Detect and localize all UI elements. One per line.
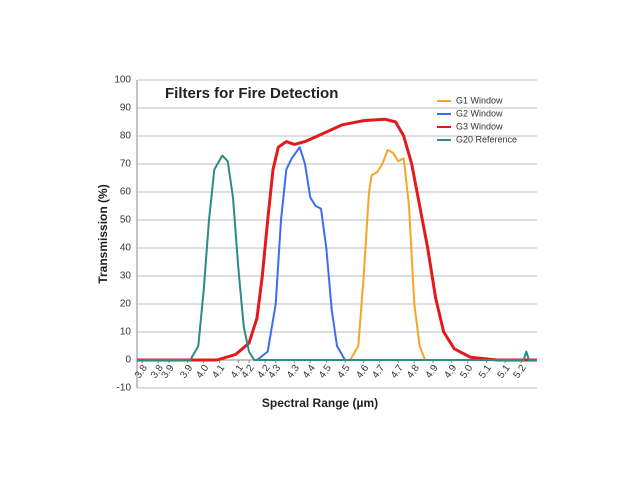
x-tick-label: 5.1 [477,363,494,381]
x-tick-label: 5.1 [496,363,513,381]
y-tick-label: 30 [120,271,132,282]
y-tick-label: 100 [114,75,131,86]
y-tick-label: 50 [120,215,132,226]
y-tick-label: 90 [120,103,132,114]
y-axis-title: Transmission (%) [96,184,110,283]
chart-title: Filters for Fire Detection [165,85,338,102]
x-tick-label: 4.8 [405,363,422,381]
x-tick-label: 4.4 [301,363,318,381]
x-tick-label: 4.7 [370,363,387,381]
legend-label: G1 Window [456,95,503,105]
y-tick-label: 40 [120,243,132,254]
x-tick-label: 4.3 [266,363,283,381]
x-tick-label: 4.5 [317,363,334,381]
series-line [349,149,426,361]
x-tick-label: 4.1 [210,363,227,381]
y-tick-label: 20 [120,299,132,310]
series-line [137,154,537,361]
legend-label: G20 Reference [456,134,517,144]
x-tick-label: 3.9 [178,363,195,381]
x-tick-label: 5.2 [512,363,529,381]
series-line [137,117,537,362]
legend-label: G3 Window [456,121,503,131]
y-tick-label: 0 [125,355,131,366]
x-tick-label: 4.2 [240,363,257,381]
y-tick-label: 80 [120,131,132,142]
x-tick-label: 4.6 [354,363,371,381]
y-tick-label: -10 [117,383,132,394]
x-tick-label: 4.5 [336,363,353,381]
y-tick-label: 70 [120,159,132,170]
x-tick-label: 4.7 [389,363,406,381]
x-tick-label: 4.3 [285,363,302,381]
series-line [256,146,346,361]
x-tick-label: 4.9 [424,363,441,381]
x-tick-label: 3.8 [133,363,150,381]
legend-label: G2 Window [456,108,503,118]
y-tick-label: 60 [120,187,132,198]
x-tick-label: 4.9 [442,363,459,381]
y-tick-label: 10 [120,327,132,338]
x-tick-label: 3.9 [160,363,177,381]
x-tick-label: 5.0 [458,363,475,381]
x-tick-label: 4.0 [194,363,211,381]
x-axis-title: Spectral Range (µm) [262,396,378,410]
